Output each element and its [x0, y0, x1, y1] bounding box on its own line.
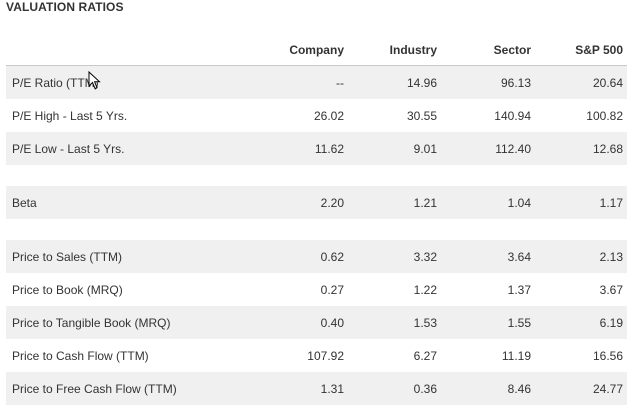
cell-sp500: 20.64	[535, 65, 627, 99]
row-label: Price to Sales (TTM)	[6, 240, 246, 273]
table-body: P/E Ratio (TTM) -- 14.96 96.13 20.64 P/E High…	[6, 65, 627, 405]
cell-sector: 1.55	[441, 306, 535, 339]
table-row: Price to Sales (TTM) 0.62 3.32 3.64 2.13	[6, 240, 627, 273]
cell-sp500: 1.17	[535, 186, 627, 219]
row-label: P/E Low - Last 5 Yrs.	[6, 132, 246, 165]
cell-industry: 30.55	[406, 108, 437, 123]
cell-sector: 1.37	[507, 282, 531, 297]
group-spacer	[6, 219, 627, 240]
cell-sector: 96.13	[441, 65, 535, 99]
mouse-pointer-icon	[88, 71, 101, 90]
table-row: Price to Free Cash Flow (TTM) 1.31 0.36 8.4…	[6, 372, 627, 405]
cell-industry: 1.22	[413, 282, 437, 297]
table-row: Price to Cash Flow (TTM) 107.92 6.27 11.19 1…	[6, 339, 627, 372]
row-label: P/E High - Last 5 Yrs.	[12, 108, 128, 123]
column-header-label	[6, 34, 246, 66]
cell-sector: 140.94	[494, 108, 531, 123]
cell-sp500: 24.77	[535, 372, 627, 405]
section-title: VALUATION RATIOS	[6, 0, 124, 14]
row-label: Beta	[6, 186, 246, 219]
cell-sector: 1.04	[441, 186, 535, 219]
row-label: Price to Free Cash Flow (TTM)	[6, 372, 246, 405]
cell-sp500: 16.56	[592, 348, 623, 363]
cell-company: 0.62	[246, 240, 348, 273]
cell-company: 0.40	[246, 306, 348, 339]
cell-sector: 112.40	[441, 132, 535, 165]
cell-company: 1.31	[246, 372, 348, 405]
valuation-ratios-table: Company Industry Sector S&P 500 P/E Rati…	[6, 34, 627, 405]
column-header-industry: Industry	[348, 34, 441, 66]
table-row: P/E High - Last 5 Yrs. 26.02 30.55 140.94 10…	[6, 99, 627, 132]
table-row: Beta 2.20 1.21 1.04 1.17	[6, 186, 627, 219]
cell-company: 0.27	[320, 282, 344, 297]
row-label: Price to Cash Flow (TTM)	[12, 348, 149, 363]
cell-sp500: 2.13	[535, 240, 627, 273]
cell-industry: 6.27	[413, 348, 437, 363]
cell-industry: 1.21	[348, 186, 441, 219]
cell-industry: 9.01	[348, 132, 441, 165]
cell-sp500: 12.68	[535, 132, 627, 165]
cell-industry: 1.53	[348, 306, 441, 339]
cell-sp500: 100.82	[586, 108, 623, 123]
table-row: Price to Tangible Book (MRQ) 0.40 1.53 1.55…	[6, 306, 627, 339]
column-header-company: Company	[246, 34, 348, 66]
row-label: Price to Book (MRQ)	[12, 282, 123, 297]
cell-company: 11.62	[246, 132, 348, 165]
cell-company: 26.02	[313, 108, 344, 123]
cell-industry: 0.36	[348, 372, 441, 405]
row-label: P/E Ratio (TTM)	[6, 65, 246, 99]
spacer-cell	[6, 165, 627, 186]
column-header-sector: Sector	[441, 34, 535, 66]
row-label: Price to Tangible Book (MRQ)	[6, 306, 246, 339]
cell-industry: 3.32	[348, 240, 441, 273]
table-row: P/E Low - Last 5 Yrs. 11.62 9.01 112.40 12.6…	[6, 132, 627, 165]
group-spacer	[6, 165, 627, 186]
spacer-cell	[6, 219, 627, 240]
cell-sector: 11.19	[501, 348, 531, 363]
cell-company: --	[246, 65, 348, 99]
column-header-sp500: S&P 500	[535, 34, 627, 66]
table-row: Price to Book (MRQ) 0.27 1.22 1.37 3.67	[6, 273, 627, 306]
cell-industry: 14.96	[348, 65, 441, 99]
cell-sp500: 3.67	[599, 282, 623, 297]
table-header-row: Company Industry Sector S&P 500	[6, 34, 627, 66]
cell-company: 2.20	[246, 186, 348, 219]
table-row: P/E Ratio (TTM) -- 14.96 96.13 20.64	[6, 65, 627, 99]
cell-company: 107.92	[307, 348, 344, 363]
cell-sector: 3.64	[441, 240, 535, 273]
cell-sector: 8.46	[441, 372, 535, 405]
cell-sp500: 6.19	[535, 306, 627, 339]
